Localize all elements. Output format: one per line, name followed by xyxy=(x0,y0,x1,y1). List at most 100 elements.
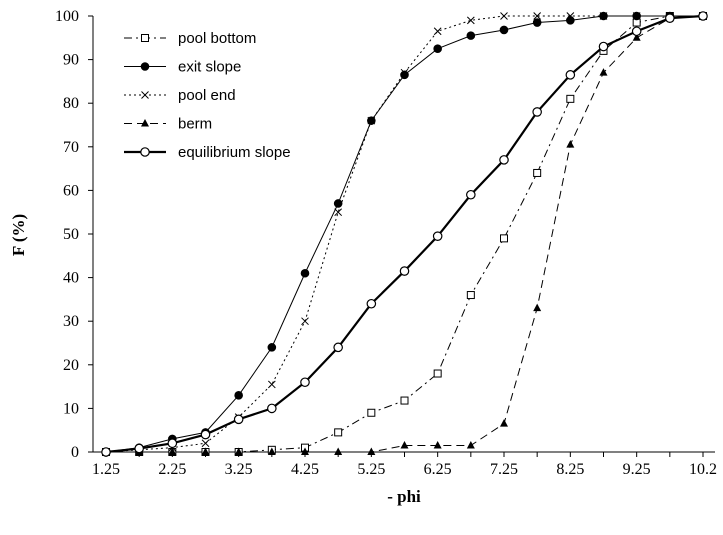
series-lines xyxy=(105,14,704,454)
axes xyxy=(92,16,715,453)
data-point xyxy=(233,414,244,425)
data-point xyxy=(432,231,443,241)
data-point xyxy=(267,343,277,352)
y-tick-label: 10 xyxy=(63,400,79,417)
legend-marker xyxy=(140,62,150,71)
data-point xyxy=(599,12,608,20)
data-point xyxy=(400,70,409,80)
data-point xyxy=(267,447,276,455)
data-point xyxy=(367,116,376,125)
data-point xyxy=(234,447,243,455)
data-point xyxy=(599,68,608,76)
y-tick-label: 90 xyxy=(63,52,79,69)
y-tick-label: 50 xyxy=(63,226,79,243)
legend-label: equilibrium slope xyxy=(178,144,291,161)
data-point xyxy=(301,317,309,326)
y-tick-label: 70 xyxy=(63,139,79,156)
data-point xyxy=(466,291,475,300)
data-point xyxy=(566,12,575,20)
data-point xyxy=(565,70,576,80)
legend-label: exit slope xyxy=(178,59,241,76)
data-point xyxy=(500,12,508,20)
data-point xyxy=(101,447,111,457)
x-tick-label: 4.25 xyxy=(291,461,319,478)
data-point xyxy=(566,94,575,103)
data-point xyxy=(499,155,509,165)
data-point xyxy=(533,168,542,177)
y-tick-label: 80 xyxy=(63,95,79,112)
data-point xyxy=(168,447,177,455)
data-point xyxy=(334,208,343,217)
data-point xyxy=(267,403,277,414)
series-line-equilibrium-slope xyxy=(105,14,704,454)
data-point xyxy=(500,419,508,427)
data-point xyxy=(433,440,442,449)
data-point xyxy=(632,33,641,41)
x-ticks: 1.25 2.25 3.25 4.25 5.25 6.25 7.25 8.25 9.25 10.2 xyxy=(92,452,717,478)
data-point xyxy=(533,303,542,312)
data-point xyxy=(300,268,310,278)
x-tick-label: 7.25 xyxy=(490,461,518,478)
data-point xyxy=(665,13,675,23)
data-point xyxy=(433,27,442,36)
x-tick-label: 3.25 xyxy=(225,461,253,478)
legend-marker xyxy=(141,91,149,99)
data-point xyxy=(466,440,475,449)
legend-label: pool end xyxy=(178,87,236,104)
series-line-exit-slope xyxy=(105,15,703,453)
data-point xyxy=(333,199,343,208)
data-point xyxy=(134,443,144,454)
data-point xyxy=(333,342,343,353)
data-point xyxy=(400,68,409,77)
data-point xyxy=(632,12,641,20)
y-tick-label: 60 xyxy=(63,182,79,199)
x-tick-label: 6.25 xyxy=(424,461,452,478)
y-tick-label: 40 xyxy=(63,270,79,287)
y-tick-label: 30 xyxy=(63,313,79,330)
series-line-pool-end xyxy=(105,15,703,453)
data-point xyxy=(466,16,475,25)
y-tick-label: 0 xyxy=(71,444,79,461)
data-point xyxy=(400,396,409,405)
data-point xyxy=(533,12,542,20)
legend-marker xyxy=(141,34,149,42)
legend: pool bottom exit slope pool end berm equilib… xyxy=(124,30,291,161)
legend-label: pool bottom xyxy=(178,30,256,47)
data-point xyxy=(200,429,211,440)
data-point xyxy=(433,44,442,54)
x-tick-label: 2.25 xyxy=(158,461,186,478)
x-tick-label: 5.25 xyxy=(357,461,385,478)
data-point xyxy=(367,408,376,417)
data-point xyxy=(301,447,309,455)
data-point xyxy=(500,234,508,243)
series-markers xyxy=(101,11,708,457)
y-axis-title: F (%) xyxy=(9,214,28,256)
data-point xyxy=(334,447,343,455)
series-line-pool-bottom xyxy=(106,15,703,453)
data-point xyxy=(566,16,575,25)
data-point xyxy=(499,25,509,35)
data-point xyxy=(400,440,409,449)
data-point xyxy=(698,11,708,21)
y-ticks: 0 10 20 30 40 50 60 70 80 90 100 xyxy=(55,8,93,461)
data-point xyxy=(267,380,276,389)
data-point xyxy=(399,266,410,276)
x-axis-title: - phi xyxy=(387,487,421,506)
data-point xyxy=(366,298,377,309)
legend-marker xyxy=(140,147,150,157)
data-point xyxy=(566,140,575,148)
data-point xyxy=(466,189,476,200)
data-point xyxy=(201,447,210,455)
data-point xyxy=(631,26,642,37)
data-point xyxy=(532,18,542,27)
data-point xyxy=(466,31,476,40)
legend-marker xyxy=(141,119,149,127)
data-point xyxy=(433,369,442,378)
x-tick-label: 9.25 xyxy=(623,461,651,478)
legend-label: berm xyxy=(178,116,212,133)
x-tick-label: 8.25 xyxy=(556,461,584,478)
data-point xyxy=(201,439,210,448)
y-tick-label: 100 xyxy=(55,8,79,25)
data-point xyxy=(234,391,243,400)
